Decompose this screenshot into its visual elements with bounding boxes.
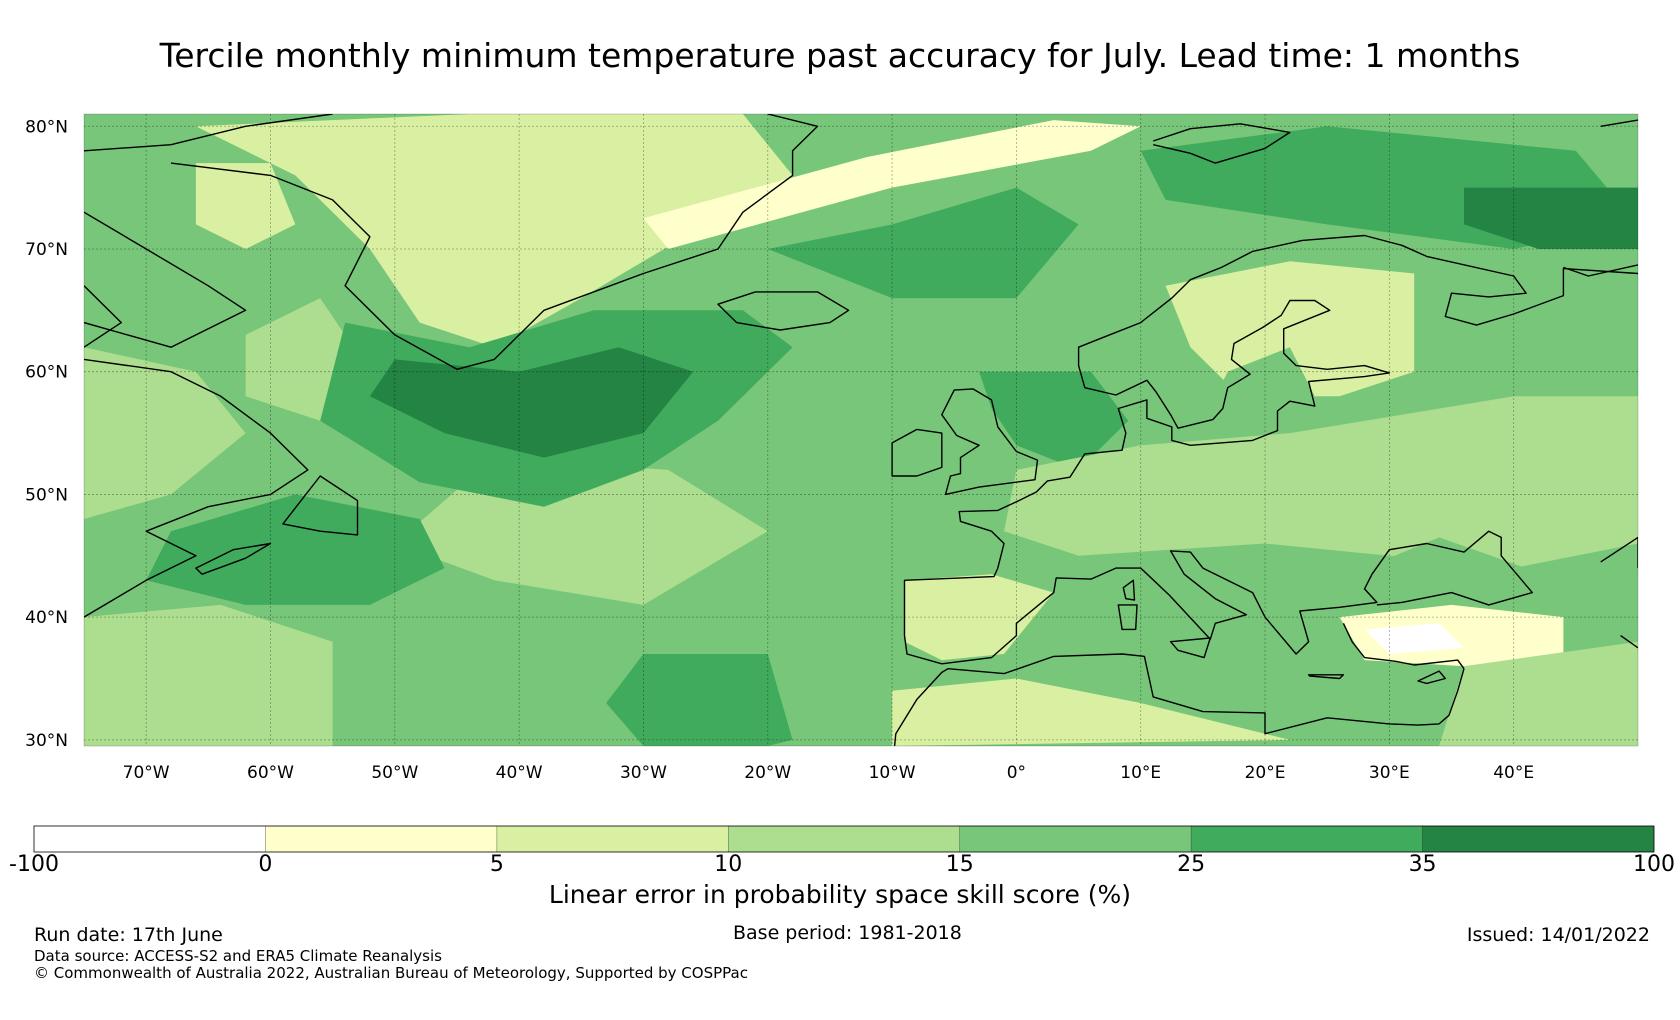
region-norwegian-sea — [767, 187, 1079, 299]
lat-tick-label: 70°N — [25, 240, 68, 260]
coast-turkey-south — [1342, 623, 1465, 670]
colorbar-tick-label: 100 — [1633, 852, 1675, 877]
map-frame — [83, 113, 1639, 747]
region-scandinavia — [1165, 261, 1415, 397]
data-source: Data source: ACCESS-S2 and ERA5 Climate … — [34, 947, 442, 965]
coast-sardinia — [1117, 604, 1138, 631]
coast-caspian — [1600, 536, 1638, 569]
region-canada-east — [84, 347, 246, 519]
colorbar-tick-label: -100 — [9, 852, 59, 877]
coast-europe-west — [903, 530, 1534, 665]
coast-greenland-north — [84, 114, 333, 152]
coast-britain — [941, 388, 1039, 496]
lon-tick-label: 30°E — [1369, 763, 1410, 783]
coast-baffin — [84, 211, 247, 348]
region-north-atlantic-core — [369, 347, 694, 458]
coast-greenland — [170, 114, 819, 370]
coast-sicily — [1169, 637, 1212, 659]
region-east-atlantic — [606, 654, 793, 746]
skill-field — [84, 114, 1638, 746]
region-greenland-interior — [195, 114, 793, 348]
lon-tick-label: 20°E — [1245, 763, 1286, 783]
coast-caspian-south — [1620, 635, 1638, 649]
lon-tick-label: 0° — [1007, 763, 1026, 783]
region-baffin-bay — [195, 163, 296, 249]
coast-iceland — [717, 291, 850, 331]
lon-tick-label: 40°W — [496, 763, 543, 783]
lat-tick-label: 80°N — [25, 117, 68, 137]
coast-franz — [1600, 119, 1638, 127]
lat-tick-label: 50°N — [25, 485, 68, 505]
region-arctic-band — [643, 120, 1141, 249]
longitude-labels: 70°W 60°W 50°W 40°W 30°W 20°W 10°W 0° 10°E 20°E 30… — [123, 763, 1534, 783]
coast-ireland — [891, 428, 943, 477]
lon-tick-label: 10°W — [869, 763, 916, 783]
colorbar — [33, 825, 1655, 853]
latitude-labels: 80°N 70°N 60°N 50°N 40°N 30°N — [25, 117, 68, 751]
coast-cyprus — [1417, 670, 1447, 685]
chart-title: Tercile monthly minimum temperature past… — [159, 36, 1521, 75]
lat-tick-label: 60°N — [25, 363, 68, 383]
region-north-africa — [892, 678, 1290, 746]
region-north-sea — [979, 371, 1129, 470]
region-middle-east — [1439, 641, 1638, 746]
colorbar-tick-label: 15 — [945, 852, 974, 877]
coast-hudson — [84, 285, 123, 348]
base-period: Base period: 1981-2018 — [733, 922, 962, 944]
coast-novaya — [1637, 229, 1638, 231]
colorbar-segment — [959, 826, 1192, 852]
colorbar-segment — [728, 826, 960, 852]
coast-levant — [893, 653, 1465, 746]
region-newfoundland — [146, 494, 445, 605]
region-barents-core — [1464, 187, 1638, 249]
colorbar-segment — [265, 826, 497, 852]
lon-tick-label: 20°W — [744, 763, 791, 783]
lat-tick-label: 40°N — [25, 608, 68, 628]
region-mediterranean — [954, 604, 1452, 728]
colorbar-segment — [34, 826, 266, 852]
colorbar-tick-label: 0 — [258, 852, 273, 877]
colorbar-segment — [1191, 826, 1423, 852]
coast-newfoundland — [282, 475, 359, 536]
coast-nova-scotia — [195, 542, 272, 575]
colorbar-tick-label: 25 — [1177, 852, 1206, 877]
coast-corsica — [1122, 579, 1136, 601]
colorbar-label: Linear error in probability space skill … — [548, 880, 1132, 909]
colorbar-outline — [33, 825, 1655, 853]
region-us-east — [84, 604, 333, 746]
region-black-sea — [1364, 537, 1527, 605]
lon-tick-label: 60°W — [247, 763, 294, 783]
colorbar-segment — [1422, 826, 1654, 852]
copyright: © Commonwealth of Australia 2022, Austra… — [34, 964, 748, 982]
region-iberia — [904, 574, 1054, 661]
coast-labrador — [84, 358, 309, 618]
lon-tick-label: 10°E — [1120, 763, 1161, 783]
lon-tick-label: 40°E — [1493, 763, 1534, 783]
region-turkey-white — [1364, 623, 1464, 654]
lon-tick-label: 30°W — [620, 763, 667, 783]
lon-tick-label: 50°W — [371, 763, 418, 783]
colorbar-tick-label: 10 — [714, 852, 743, 877]
run-date: Run date: 17th June — [34, 924, 223, 946]
lon-tick-label: 70°W — [123, 763, 170, 783]
coast-france-north — [958, 234, 1638, 532]
lat-tick-label: 30°N — [25, 731, 68, 751]
colorbar-tick-label: 35 — [1408, 852, 1437, 877]
coast-svalbard — [1152, 123, 1291, 164]
coast-russia-north — [1563, 264, 1638, 277]
colorbar-tick-label: 5 — [489, 852, 504, 877]
region-baltic — [1202, 347, 1315, 434]
region-europe-interior — [1004, 396, 1638, 569]
colorbar-segment — [496, 826, 729, 852]
issued-date: Issued: 14/01/2022 — [1466, 924, 1650, 946]
coast-crete — [1307, 674, 1345, 680]
